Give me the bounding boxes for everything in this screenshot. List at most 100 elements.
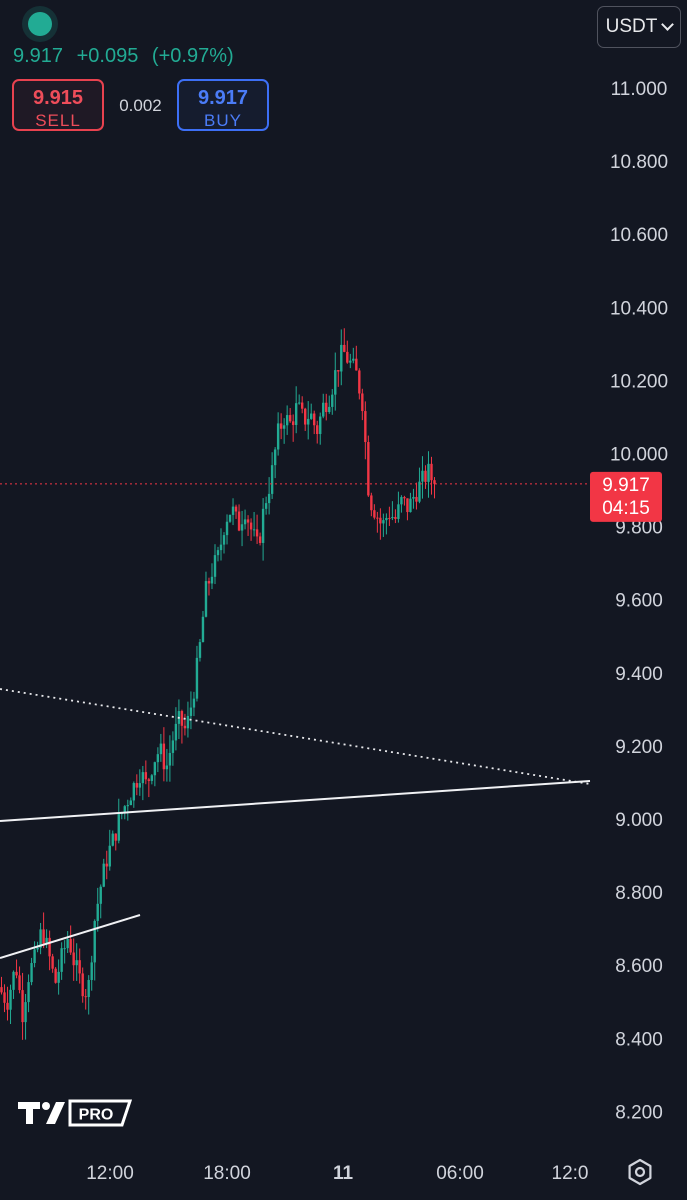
candle-body — [307, 418, 310, 425]
candle-body — [352, 358, 355, 361]
candle-body — [159, 743, 163, 755]
candle-body — [42, 929, 45, 944]
buy-button[interactable]: 9.917 BUY — [177, 79, 269, 131]
candle-body — [376, 517, 379, 519]
candle-body — [180, 711, 184, 726]
candle-body — [264, 503, 268, 509]
candle-body — [66, 939, 69, 949]
tradingview-logo: PRO — [18, 1099, 132, 1127]
buy-label: BUY — [204, 111, 242, 130]
candle-body — [48, 937, 51, 957]
countdown-label: 04:15 — [602, 498, 650, 519]
price-tick-label: 9.800 — [615, 518, 663, 539]
candle-body — [114, 833, 117, 841]
price-tick-label: 8.200 — [615, 1102, 663, 1123]
candle-body — [87, 979, 90, 998]
candle-body — [207, 581, 211, 584]
candle-body — [216, 550, 220, 556]
last-price: 9.917 — [13, 45, 64, 67]
candle-body — [18, 975, 21, 991]
candle-body — [30, 963, 33, 983]
candle-body — [294, 403, 298, 425]
price-tick-label: 10.800 — [610, 152, 668, 173]
price-axis: 11.000 10.800 10.600 10.400 10.200 10.000 9.80… — [610, 79, 668, 1123]
candle-body — [282, 425, 286, 429]
candle-body — [15, 971, 18, 976]
candle-body — [412, 496, 415, 499]
price-tick-label: 9.200 — [615, 737, 663, 758]
candle-body — [313, 413, 316, 426]
sell-button[interactable]: 9.915 SELL — [12, 79, 104, 131]
candle-body — [165, 765, 169, 770]
candle-body — [189, 707, 193, 716]
candle-body — [288, 415, 292, 422]
candle-body — [186, 715, 190, 729]
price-tick-label: 10.000 — [610, 445, 668, 466]
sell-price: 9.915 — [32, 87, 84, 109]
candle-body — [261, 508, 265, 543]
candle-body — [168, 752, 172, 766]
candle-body — [3, 992, 6, 1003]
trendline-dotted — [0, 688, 591, 785]
candle-body — [373, 510, 376, 518]
candle-body — [364, 411, 367, 443]
candle-body — [231, 506, 235, 515]
candle-body — [300, 402, 304, 409]
candle-body — [150, 775, 154, 781]
candle-body — [81, 973, 84, 997]
time-tick-label: 12:0 — [552, 1163, 589, 1184]
candle-body — [325, 402, 328, 413]
candle-body — [60, 948, 63, 972]
candle-body — [273, 449, 277, 466]
candle-body — [421, 470, 424, 482]
candle-body — [54, 968, 57, 983]
candle-body — [427, 463, 430, 482]
candle-body — [129, 800, 132, 806]
candle-body — [225, 521, 229, 536]
candle-body — [430, 463, 433, 481]
candle-body — [361, 393, 364, 412]
candle-body — [132, 783, 136, 801]
candle-body — [358, 370, 361, 394]
gear-icon[interactable] — [625, 1157, 655, 1187]
trendline-support — [0, 780, 591, 822]
candle-body — [243, 519, 247, 525]
candle-body — [111, 833, 114, 846]
candle-body — [424, 470, 427, 482]
candle-body — [72, 952, 75, 966]
candle-body — [291, 421, 295, 425]
price-tick-label: 8.800 — [615, 883, 663, 904]
price-tick-label: 8.600 — [615, 956, 663, 977]
candle-body — [343, 344, 346, 352]
candle-body — [349, 360, 352, 363]
candle-body — [403, 497, 406, 499]
sell-label: SELL — [35, 111, 81, 130]
candle-body — [210, 576, 214, 584]
candle-body — [138, 783, 142, 788]
candle-body — [12, 971, 15, 990]
candle-body — [195, 657, 199, 699]
price-tick-label: 11.000 — [611, 79, 668, 100]
candle-body — [39, 929, 42, 948]
candle-body — [141, 772, 145, 784]
candle-body — [433, 480, 436, 484]
candle-body — [0, 987, 3, 993]
candle-body — [285, 415, 289, 426]
candle-body — [240, 524, 244, 531]
candle-body — [45, 937, 48, 944]
currency-value: USDT — [605, 16, 658, 37]
price-change-percent: (+0.97%) — [151, 45, 234, 67]
candle-body — [297, 402, 301, 404]
time-tick-label: 11 — [333, 1163, 354, 1184]
candle-body — [51, 956, 54, 969]
candle-body — [270, 465, 274, 494]
candle-body — [99, 886, 102, 904]
candle-body — [400, 497, 403, 505]
price-summary: 9.917 +0.095 (+0.97%) — [13, 45, 242, 68]
candle-body — [252, 529, 256, 531]
market-status-dot — [28, 12, 52, 36]
currency-selector[interactable]: USDT — [597, 6, 681, 48]
candle-body — [153, 762, 157, 776]
